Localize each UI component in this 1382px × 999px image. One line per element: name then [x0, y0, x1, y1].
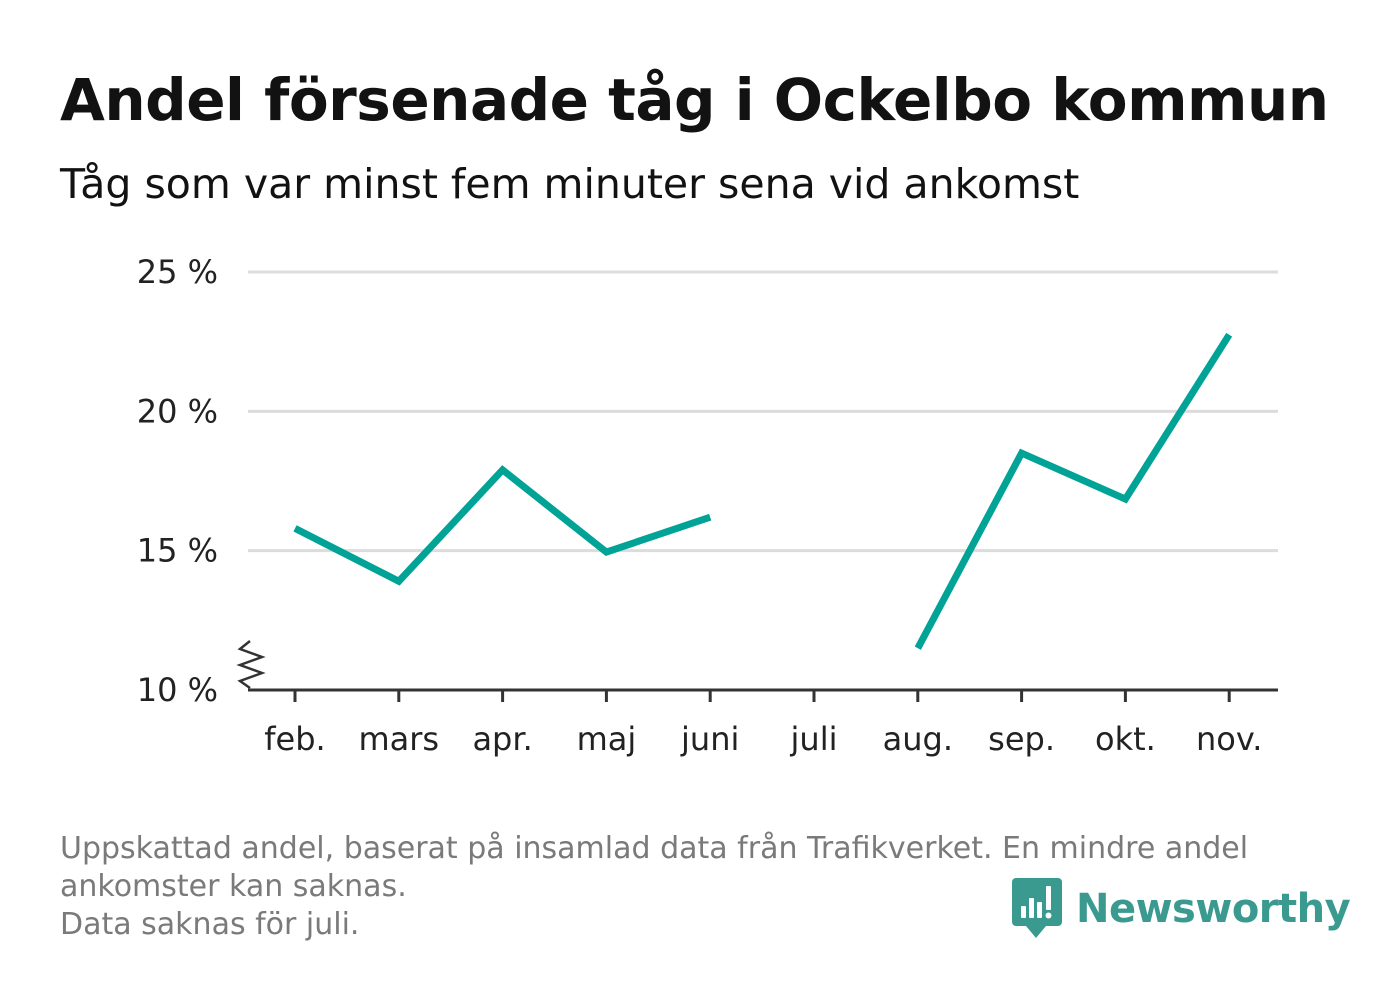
x-tick-label: okt. — [1095, 720, 1156, 758]
line-chart: 10 % 15 % 20 % 25 % feb. mars apr. maj juni juli a… — [137, 253, 1278, 758]
series-line — [914, 332, 1233, 650]
footer-note: Uppskattad andel, baserat på insamlad da… — [60, 830, 1310, 944]
x-tick-label: feb. — [264, 720, 325, 758]
y-tick-label: 10 % — [137, 671, 218, 709]
footer-line: Uppskattad andel, baserat på insamlad da… — [60, 831, 1249, 866]
newsworthy-logo-icon — [1012, 878, 1062, 938]
axis-break-icon — [236, 640, 266, 690]
x-tick-label: mars — [358, 720, 439, 758]
x-tick-label: maj — [577, 720, 637, 758]
x-tick-label: juni — [680, 720, 739, 758]
footer-line: Data saknas för juli. — [60, 907, 360, 942]
x-tick-label: sep. — [988, 720, 1055, 758]
y-tick-label: 15 % — [137, 532, 218, 570]
footer-line: ankomster kan saknas. — [60, 869, 407, 904]
x-tick-label: aug. — [883, 720, 953, 758]
x-tick-label: juli — [790, 720, 838, 758]
brand-name: Newsworthy — [1076, 886, 1351, 932]
chart-title: Andel försenade tåg i Ockelbo kommun — [60, 66, 1329, 134]
y-tick-label: 25 % — [137, 253, 218, 291]
chart-subtitle: Tåg som var minst fem minuter sena vid a… — [60, 160, 1080, 208]
x-tick-label: apr. — [472, 720, 532, 758]
brand-logo: Newsworthy — [1012, 878, 1351, 940]
series-line — [293, 465, 712, 586]
x-tick-label: nov. — [1196, 720, 1262, 758]
y-tick-label: 20 % — [137, 392, 218, 430]
